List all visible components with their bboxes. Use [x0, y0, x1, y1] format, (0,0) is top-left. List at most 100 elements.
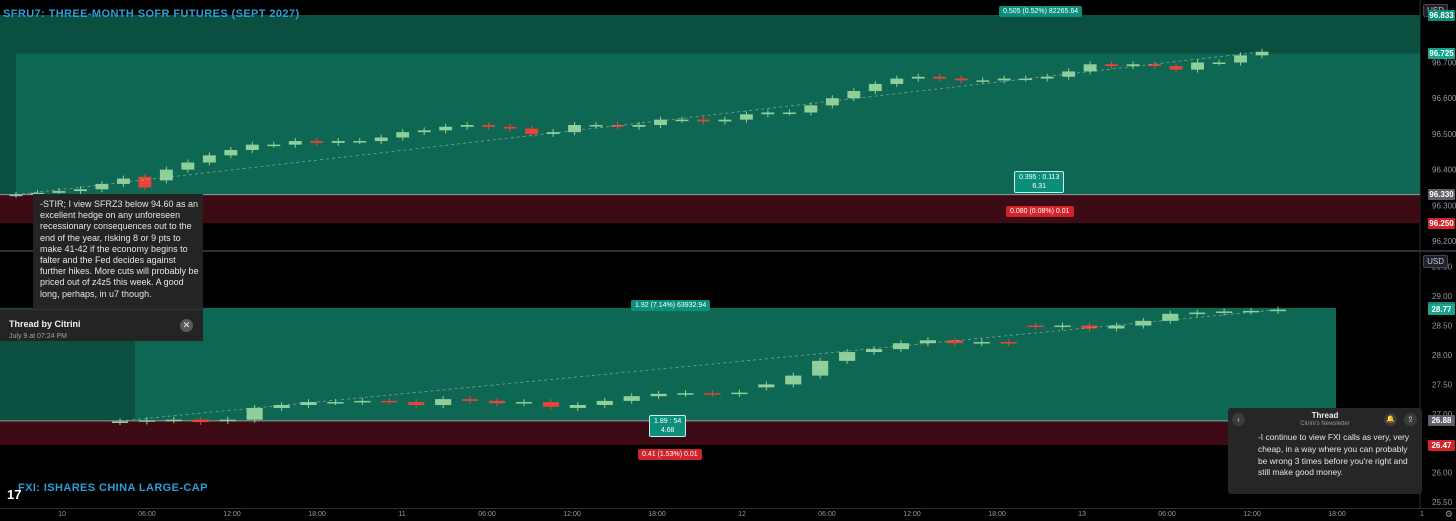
candle-body: [159, 169, 173, 181]
time-tick-label: 10: [58, 511, 66, 518]
fxi-chart-canvas[interactable]: 29.5029.0028.5028.0027.5027.0026.5026.00…: [0, 252, 1456, 508]
candle-body: [488, 400, 506, 404]
candle-body: [650, 393, 667, 397]
share-icon[interactable]: ⇪: [1404, 413, 1417, 426]
candle-body: [224, 150, 238, 156]
candle-body: [675, 119, 689, 122]
candle-body: [1019, 78, 1033, 81]
candle-body: [761, 112, 775, 115]
candle-body: [1062, 71, 1076, 77]
candle-body: [825, 98, 839, 106]
time-tick-label: 1: [1420, 511, 1424, 518]
time-axis[interactable]: 10 06:00 12:00 18:00 11 06:00 12:00 18:00 12 06:0…: [0, 508, 1456, 521]
candle-body: [1242, 310, 1260, 313]
fxi-loss-label: 0.41 (1.53%) 0.01: [638, 449, 702, 460]
fxi-ratio-line1: 1.89 : 54: [654, 418, 682, 425]
price-tick-label: 27.00: [1432, 410, 1453, 419]
candle-body: [181, 162, 195, 170]
price-tick-label: 96.400: [1432, 166, 1456, 175]
candle-body: [1212, 62, 1226, 64]
time-tick-label: 18:00: [1328, 511, 1346, 518]
time-tick-label: 13: [1078, 511, 1086, 518]
price-tag: 26.88: [1428, 415, 1455, 427]
trend-dashed-line: [15, 51, 1263, 196]
candle-body: [396, 132, 410, 138]
candle-body: [1255, 51, 1269, 56]
candle-body: [847, 91, 861, 99]
price-tick-label: 96.300: [1432, 201, 1456, 210]
candle-body: [569, 405, 586, 408]
settings-gear-icon[interactable]: ⚙: [1444, 509, 1453, 519]
candle-body: [718, 119, 732, 122]
price-tick-label: 96.600: [1432, 94, 1456, 103]
candle-body: [839, 352, 856, 361]
sofr-ratio-line1: 0.395 : 0.113: [1019, 174, 1060, 181]
candle-body: [439, 126, 453, 131]
candle-body: [919, 340, 936, 344]
pane-divider[interactable]: [0, 250, 1456, 252]
time-tick-label: 12:00: [1243, 511, 1261, 518]
candle-body: [1040, 76, 1054, 79]
fxi-chart-title: FXI: ISHARES CHINA LARGE-CAP: [18, 482, 208, 494]
back-icon[interactable]: ‹: [1232, 413, 1245, 426]
price-tag: 96.833: [1428, 9, 1455, 21]
price-tag: 96.330: [1428, 189, 1455, 201]
candle-body: [976, 80, 990, 82]
candle-body: [782, 112, 796, 114]
candle-body: [1148, 64, 1162, 67]
fxi-currency-button[interactable]: USD: [1423, 255, 1448, 268]
price-tick-label: 25.50: [1432, 498, 1453, 507]
candle-body: [623, 396, 640, 401]
time-tick-label: 06:00: [138, 511, 156, 518]
candle-body: [9, 194, 23, 197]
candle-body: [408, 402, 425, 406]
thread-note-footer[interactable]: Thread by Citrini July 9 at 07:24 PM ✕: [0, 309, 203, 341]
candle-body: [865, 349, 883, 353]
sofr-chart-pane[interactable]: 96.700 96.600 96.500 96.400 96.300 96.200 SFR…: [0, 0, 1456, 250]
tradingview-logo: 17: [7, 487, 22, 502]
thread-note-text: -STIR; I view SFRZ3 below 94.60 as an ex…: [40, 199, 199, 299]
candle-body: [785, 375, 802, 385]
thread-panel: ‹ Thread Citrini's Newsletter 🔔 ⇪ -I con…: [1228, 408, 1422, 494]
candle-body: [542, 402, 559, 407]
candle-body: [503, 126, 517, 129]
price-tick-label: 96.200: [1432, 237, 1456, 246]
candle-body: [52, 191, 66, 193]
candle-body: [95, 183, 109, 190]
candle-body: [1083, 64, 1097, 72]
candle-body: [568, 125, 581, 133]
fxi-chart-pane[interactable]: 29.5029.0028.5028.0027.5027.0026.5026.00…: [0, 252, 1456, 508]
candle-body: [946, 340, 963, 344]
candle-body: [654, 119, 667, 125]
sofr-loss-label: 0.080 (0.08%) 0.01: [1006, 206, 1074, 217]
time-tick-label: 06:00: [478, 511, 496, 518]
candle-body: [1162, 313, 1179, 321]
fxi-ratio-label: 1.89 : 54 4.68: [649, 415, 687, 437]
candle-body: [1081, 325, 1098, 329]
candle-body: [892, 343, 910, 350]
candle-body: [116, 178, 130, 184]
candle-body: [1000, 342, 1017, 344]
time-tick-label: 12: [738, 511, 746, 518]
time-tick-label: 18:00: [308, 511, 326, 518]
sofr-chart-canvas[interactable]: 96.700 96.600 96.500 96.400 96.300 96.200: [0, 0, 1456, 250]
bell-icon[interactable]: 🔔: [1384, 413, 1397, 426]
candle-body: [1234, 55, 1247, 63]
close-icon[interactable]: ✕: [180, 319, 193, 332]
candle-body: [460, 125, 474, 127]
candle-body: [997, 78, 1011, 81]
candle-body: [954, 78, 968, 81]
thread-panel-subtitle: Citrini's Newsletter: [1300, 421, 1350, 427]
sofr-ratio-label: 0.395 : 0.113 6.31: [1014, 171, 1065, 193]
thread-note-card: -STIR; I view SFRZ3 below 94.60 as an ex…: [33, 194, 203, 310]
candle-body: [632, 125, 646, 127]
candle-body: [804, 105, 818, 113]
candle-body: [1135, 320, 1152, 326]
candle-body: [31, 192, 44, 195]
thread-panel-body: -I continue to view FXI calls as very, v…: [1258, 432, 1410, 478]
candle-body: [697, 119, 710, 122]
price-tag: 96.725: [1428, 48, 1455, 60]
time-tick-label: 06:00: [818, 511, 836, 518]
price-axis-bg: [1420, 0, 1456, 250]
